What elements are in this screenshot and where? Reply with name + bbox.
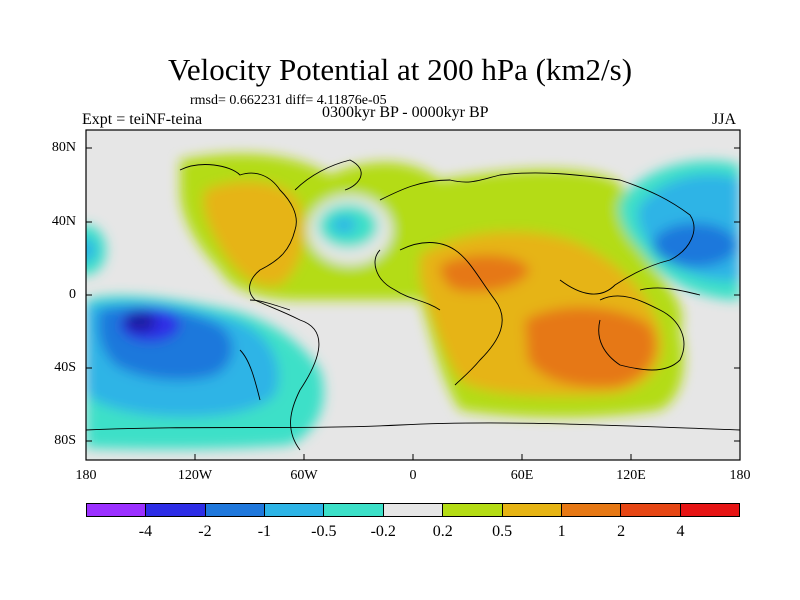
x-tick-label: 0 (409, 468, 417, 483)
colorbar-label: 1 (557, 523, 566, 540)
x-tick-label: 60W (290, 468, 318, 483)
y-tick-label: 40S (54, 360, 76, 375)
colorbar-swatch (443, 504, 503, 516)
y-tick-label: 80N (51, 140, 76, 155)
map-title: Velocity Potential at 200 hPa (km2/s) (167, 52, 633, 87)
colorbar-label: 0.2 (432, 523, 453, 540)
colorbar-swatch (561, 504, 622, 516)
y-tick-label: 80S (54, 433, 76, 448)
colorbar-label: -0.2 (370, 523, 396, 540)
colorbar-label: -0.5 (311, 523, 337, 540)
coastlines (86, 159, 740, 451)
y-tick-label: 0 (69, 287, 76, 302)
colorbar-label: -4 (138, 523, 153, 540)
colorbar (86, 503, 740, 517)
stats-subtitle: rmsd= 0.662231 diff= 4.11876e-05 (190, 93, 387, 108)
negative-extreme-pacific (124, 312, 156, 332)
season-label: JJA (712, 111, 737, 128)
x-tick-label: 180 (729, 468, 751, 483)
colorbar-swatch (265, 504, 325, 516)
positive-region-americas (203, 181, 304, 286)
x-tick-label: 60E (510, 468, 534, 483)
period-label: 0300kyr BP - 0000kyr BP (322, 104, 489, 121)
negative-core-atlantic (332, 217, 356, 233)
colorbar-swatch (205, 504, 266, 516)
colorbar-label: 4 (676, 523, 685, 540)
negative-strong-east-asia (653, 223, 737, 267)
x-tick-label: 180 (75, 468, 97, 483)
x-tick-label: 120W (177, 468, 213, 483)
colorbar-label: -1 (257, 523, 272, 540)
colorbar-swatch (383, 504, 444, 516)
colorbar-swatch (502, 504, 562, 516)
x-tick-label: 120E (616, 468, 646, 483)
experiment-label: Expt = teiNF-teina (82, 111, 203, 128)
colorbar-swatch (324, 504, 384, 516)
positive-region-north (520, 170, 615, 198)
positive-core-indian-ocean (525, 307, 656, 388)
negative-west-edge-core (86, 238, 96, 262)
positive-core-arabia (440, 254, 530, 292)
colorbar-label: -2 (198, 523, 212, 540)
colorbar-swatch (621, 504, 681, 516)
y-tick-label: 40N (51, 214, 76, 229)
contour-field (86, 130, 740, 460)
colorbar-label: 2 (617, 523, 626, 540)
colorbar-swatch (87, 504, 147, 516)
tick-marks (85, 147, 741, 460)
colorbar-label: 0.5 (492, 523, 513, 540)
colorbar-swatch (680, 504, 739, 516)
colorbar-swatch (146, 504, 206, 516)
